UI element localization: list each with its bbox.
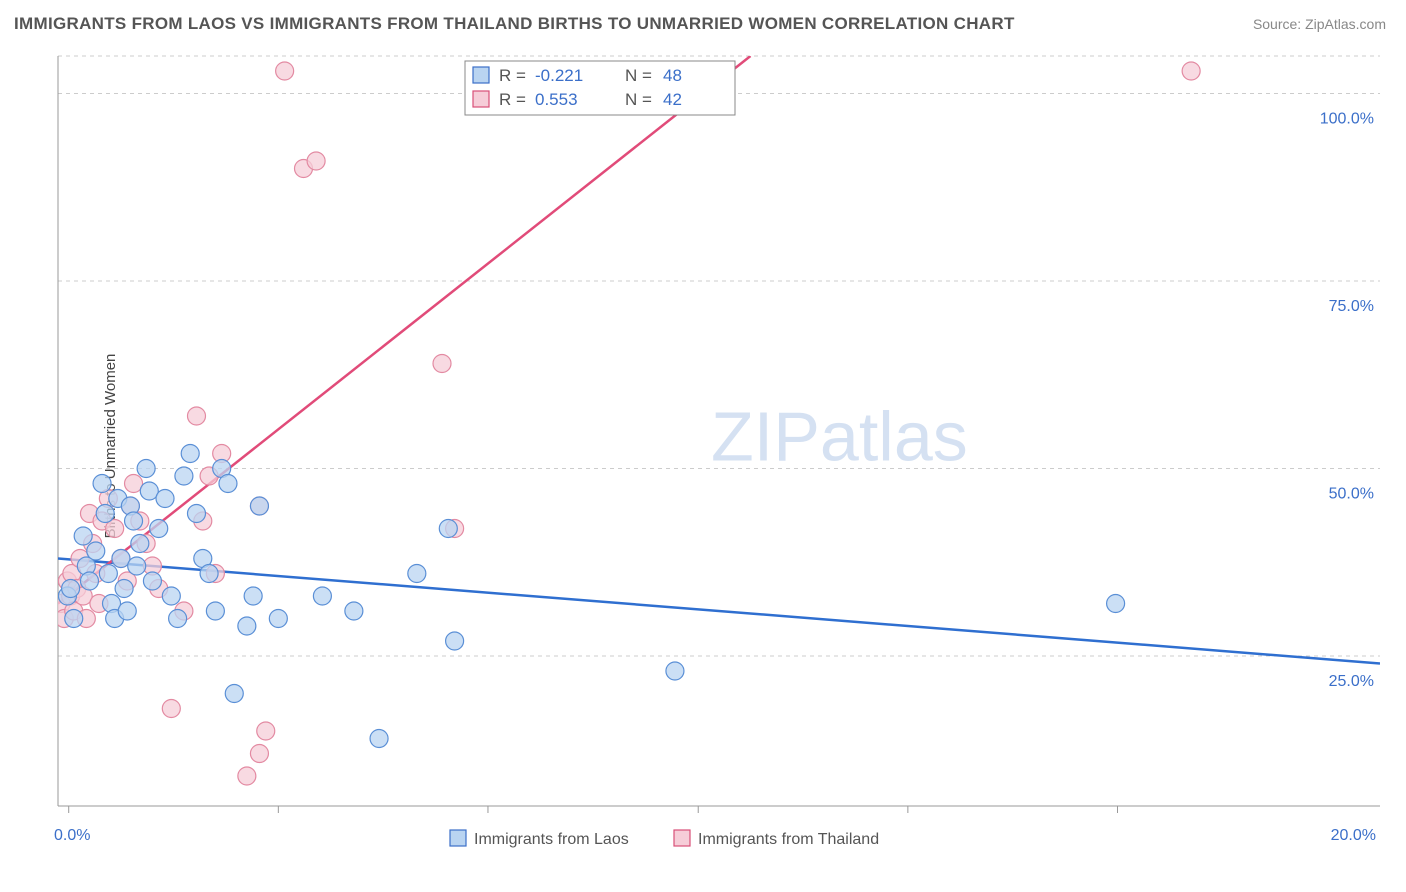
chart-area: 25.0% 50.0% 75.0% 100.0% 0.0% 20.0% ZIPatlas R …	[50, 48, 1388, 848]
data-point	[439, 520, 457, 538]
data-point	[408, 565, 426, 583]
data-point	[96, 505, 114, 523]
legend-swatch	[473, 91, 489, 107]
data-point	[80, 572, 98, 590]
legend-swatch	[450, 830, 466, 846]
data-point	[433, 355, 451, 373]
y-tick-label: 25.0%	[1329, 673, 1374, 690]
data-point	[137, 460, 155, 478]
legend-n-label: N =	[625, 66, 652, 85]
data-point	[150, 520, 168, 538]
data-point	[244, 587, 262, 605]
y-tick-label: 100.0%	[1320, 111, 1374, 128]
data-point	[1182, 62, 1200, 80]
data-point	[181, 445, 199, 463]
data-point	[250, 497, 268, 515]
data-point	[169, 610, 187, 628]
data-point	[118, 602, 136, 620]
legend-n-value: 42	[663, 90, 682, 109]
source-attribution: Source: ZipAtlas.com	[1253, 16, 1386, 32]
data-point	[115, 580, 133, 598]
data-point	[74, 527, 92, 545]
data-point	[225, 685, 243, 703]
legend-r-label: R =	[499, 90, 526, 109]
chart-title: IMMIGRANTS FROM LAOS VS IMMIGRANTS FROM …	[14, 14, 1015, 34]
data-point	[276, 62, 294, 80]
scatter-chart: 25.0% 50.0% 75.0% 100.0% 0.0% 20.0% ZIPatlas R …	[50, 48, 1388, 848]
data-point	[93, 475, 111, 493]
data-point	[131, 535, 149, 553]
data-point	[187, 407, 205, 425]
data-point	[162, 700, 180, 718]
data-point	[269, 610, 287, 628]
data-point	[187, 505, 205, 523]
data-point	[156, 490, 174, 508]
data-point	[238, 617, 256, 635]
data-point	[666, 662, 684, 680]
data-point	[143, 572, 161, 590]
data-point	[446, 632, 464, 650]
data-point	[175, 467, 193, 485]
x-tick-label: 0.0%	[54, 827, 90, 844]
data-point	[62, 580, 80, 598]
data-point	[200, 565, 218, 583]
data-point	[99, 565, 117, 583]
x-tick-label: 20.0%	[1331, 827, 1376, 844]
data-point	[206, 602, 224, 620]
data-point	[370, 730, 388, 748]
watermark: ZIPatlas	[711, 398, 968, 476]
data-point	[313, 587, 331, 605]
data-point	[345, 602, 363, 620]
legend-swatch	[473, 67, 489, 83]
legend-r-value: 0.553	[535, 90, 578, 109]
data-point	[65, 610, 83, 628]
regression-line-laos	[58, 559, 1380, 664]
data-point	[219, 475, 237, 493]
data-point	[257, 722, 275, 740]
data-point	[162, 587, 180, 605]
data-point	[128, 557, 146, 575]
y-tick-label: 50.0%	[1329, 486, 1374, 503]
legend-n-label: N =	[625, 90, 652, 109]
data-point	[1107, 595, 1125, 613]
legend-series-label: Immigrants from Thailand	[698, 831, 879, 848]
data-point	[307, 152, 325, 170]
legend-n-value: 48	[663, 66, 682, 85]
legend-r-label: R =	[499, 66, 526, 85]
data-point	[87, 542, 105, 560]
y-tick-label: 75.0%	[1329, 298, 1374, 315]
legend-series-label: Immigrants from Laos	[474, 831, 629, 848]
legend-r-value: -0.221	[535, 66, 583, 85]
legend-swatch	[674, 830, 690, 846]
data-point	[238, 767, 256, 785]
data-point	[250, 745, 268, 763]
data-point	[125, 512, 143, 530]
